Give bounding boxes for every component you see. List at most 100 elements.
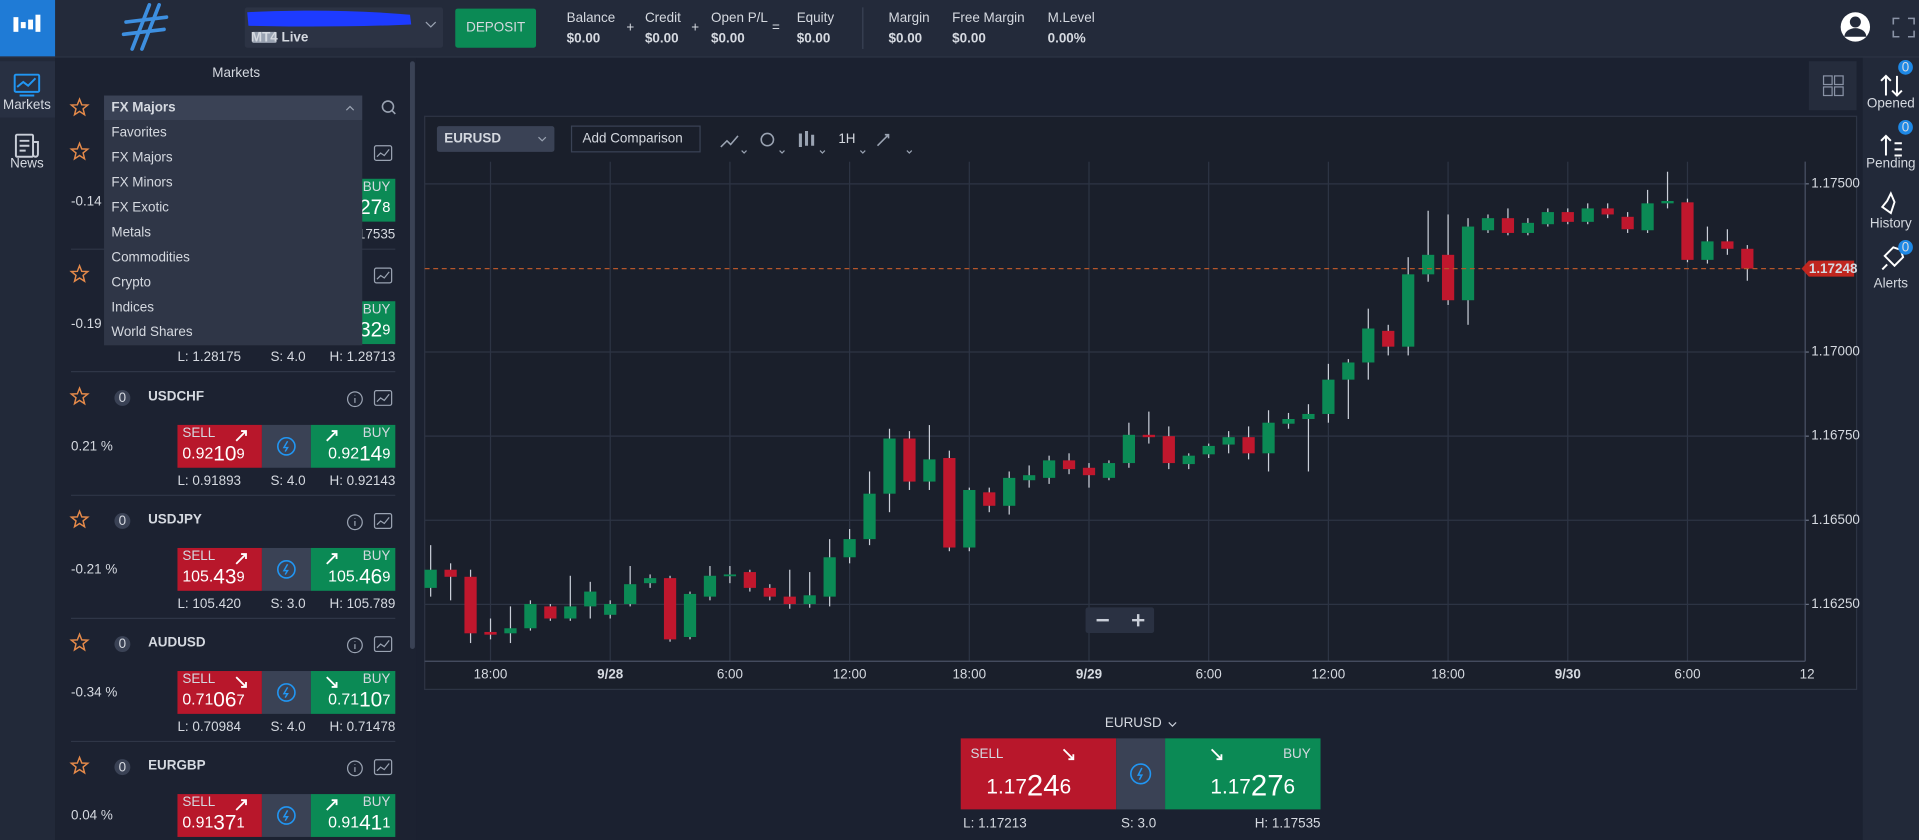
- category-select[interactable]: [104, 95, 363, 120]
- chart-icon[interactable]: [373, 145, 393, 162]
- symbol-select[interactable]: [436, 126, 555, 152]
- candle-body: [1082, 467, 1096, 476]
- candle-body: [883, 438, 896, 494]
- indicator-icon[interactable]: [720, 135, 739, 148]
- chart-icon-line: [376, 763, 390, 772]
- favorite-star[interactable]: [69, 97, 90, 117]
- comparison-input[interactable]: [570, 125, 701, 153]
- badge-count: 0: [1902, 60, 1909, 75]
- nav-icon[interactable]: [1880, 74, 1903, 97]
- y-tick-label: 1.16500: [1811, 512, 1860, 527]
- chevron: [425, 21, 437, 28]
- candle-body: [1621, 216, 1634, 230]
- candle-body: [983, 492, 996, 506]
- quick-trade[interactable]: [261, 424, 311, 468]
- trade-symbol: EURUSD: [1105, 715, 1162, 730]
- buy-button[interactable]: [310, 547, 396, 591]
- candle-body: [1102, 463, 1116, 478]
- info-icon[interactable]: [346, 514, 363, 531]
- buy-button[interactable]: [310, 794, 396, 837]
- sell-button[interactable]: [960, 738, 1117, 810]
- candle-body: [464, 576, 477, 634]
- sell-label: SELL: [182, 548, 215, 563]
- account-redaction: [247, 10, 412, 27]
- price-part: 6: [1284, 775, 1296, 798]
- user-icon[interactable]: [1840, 12, 1871, 42]
- candle-type-icon[interactable]: [798, 131, 815, 147]
- deposit-button[interactable]: [455, 8, 537, 48]
- favorite-star[interactable]: [69, 141, 90, 161]
- favorite-star[interactable]: [69, 263, 90, 283]
- layout-icon: [1822, 75, 1844, 97]
- toolbar-caret: [906, 150, 913, 154]
- info-icon[interactable]: [346, 391, 363, 408]
- chevron: [538, 136, 547, 142]
- price-part: 27: [1251, 769, 1284, 802]
- candle-body: [604, 604, 617, 615]
- change: 0.21 %: [71, 438, 113, 453]
- stat-value: $0.00: [645, 31, 679, 46]
- price-part: 46: [359, 565, 382, 588]
- nav-active: [0, 61, 56, 118]
- chevron-up: [345, 105, 355, 111]
- stat-label: Open P/L: [711, 10, 768, 25]
- sell-button[interactable]: [177, 424, 262, 468]
- info-icon[interactable]: [346, 760, 363, 777]
- candle-body: [843, 539, 856, 558]
- buy-button[interactable]: [310, 671, 396, 714]
- favorite-star[interactable]: [69, 509, 90, 529]
- chart-icon[interactable]: [373, 636, 393, 653]
- chart-icon[interactable]: [373, 759, 393, 776]
- trend-arrow: [235, 676, 247, 688]
- x-tick-label: 18:00: [474, 666, 508, 681]
- price-part: 06: [213, 688, 236, 711]
- quick-trade[interactable]: [261, 671, 311, 714]
- toolbar-caret: [741, 150, 747, 154]
- quick-trade[interactable]: [261, 794, 311, 837]
- y-tick-label: 1.16250: [1811, 596, 1860, 611]
- sell-button[interactable]: [177, 547, 262, 591]
- price-part: 0.91: [328, 815, 359, 832]
- quick-trade[interactable]: [261, 547, 311, 591]
- quick-trade-icon: [277, 806, 296, 825]
- change: 0.04 %: [71, 808, 113, 823]
- category-list: [104, 120, 363, 346]
- menu-button[interactable]: [0, 0, 56, 57]
- candle-body: [1242, 437, 1255, 454]
- price-part: 7: [382, 692, 390, 708]
- nav-icon[interactable]: [1880, 134, 1902, 157]
- candle-body: [1023, 475, 1036, 481]
- buy-button[interactable]: [1165, 738, 1321, 810]
- price-part: 9: [236, 446, 244, 462]
- chart-icon[interactable]: [373, 513, 393, 529]
- stat-label: Balance: [567, 10, 616, 25]
- x-tick-label: 9/29: [1076, 666, 1102, 681]
- favorite-star[interactable]: [69, 386, 90, 406]
- position-count: 0: [119, 759, 126, 774]
- fullscreen-icon[interactable]: [1892, 17, 1915, 38]
- favorite-star[interactable]: [69, 632, 90, 652]
- candle-body: [1601, 208, 1614, 215]
- search-icon[interactable]: [381, 100, 395, 113]
- trend-arrow: [235, 553, 247, 565]
- chart-icon[interactable]: [373, 390, 393, 406]
- quick-trade[interactable]: [1116, 738, 1166, 810]
- chart-icon[interactable]: [373, 267, 393, 284]
- zoom-in[interactable]: [1132, 614, 1145, 627]
- stat: L: 1.17213: [963, 816, 1027, 831]
- drawing-icon[interactable]: [876, 133, 890, 147]
- candle-body: [544, 606, 557, 619]
- info-icon[interactable]: [346, 637, 363, 654]
- favorite-star[interactable]: [69, 755, 90, 775]
- sell-button[interactable]: [177, 671, 262, 714]
- candle-body: [643, 578, 657, 584]
- sell-button[interactable]: [177, 794, 262, 837]
- alarm-icon[interactable]: [760, 132, 775, 147]
- chart-icon-line: [376, 271, 390, 280]
- price-part: 0.91: [182, 815, 213, 832]
- buy-button[interactable]: [310, 424, 396, 468]
- badge-count: 0: [1902, 240, 1909, 255]
- nav-icon[interactable]: [1880, 191, 1896, 215]
- layout-button[interactable]: [1808, 61, 1857, 111]
- scrollbar[interactable]: [409, 61, 415, 649]
